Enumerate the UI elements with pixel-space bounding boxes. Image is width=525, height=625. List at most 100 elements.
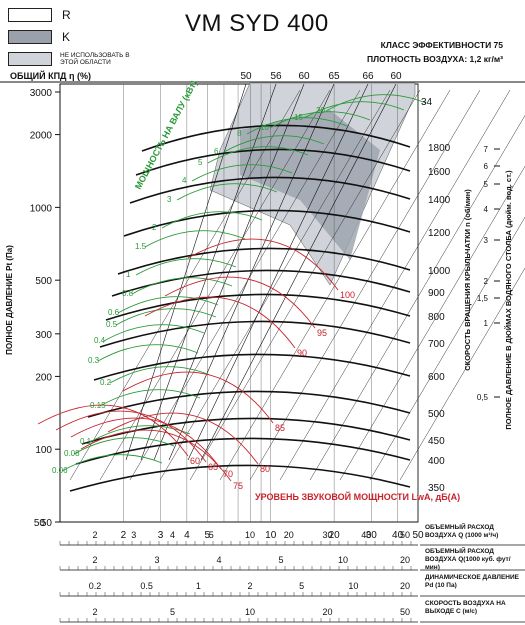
bottom-label-pd: ДИНАМИЧЕСКОЕ ДАВЛЕНИЕ Pd (10 Па) (425, 574, 519, 589)
sound-label: 80 (260, 464, 270, 474)
power-curve (325, 94, 427, 112)
power-label: 15 (294, 113, 303, 122)
efficiency-line (153, 83, 305, 461)
system-curve-line (279, 89, 511, 481)
inwg-tick-label: 7 (484, 145, 489, 154)
system-curve-line (369, 216, 525, 481)
rpm-curve (87, 390, 411, 418)
power-label: 3 (167, 195, 172, 204)
rpm-label: 600 (428, 372, 445, 383)
x-tick-label: 3 (158, 530, 164, 541)
bottom-scale-label: 5 (209, 530, 214, 540)
y-min-label: 50 (34, 518, 46, 529)
power-curve (109, 366, 211, 384)
efficiency-line (187, 83, 369, 461)
inwg-tick-label: 6 (484, 162, 489, 171)
bottom-scale-label: 1 (196, 581, 201, 591)
bottom-scales: 2 3 4 5 10 20 30 40 502 3 4 5 10 200.2 0.5 1 2 5 10 202 5 10 2… (59, 530, 525, 623)
power-label: 0.1 (80, 437, 92, 446)
page-title: VM SYD 400 (185, 10, 329, 37)
efficiency-line (125, 83, 247, 461)
bottom-scale-label: 2 (92, 530, 97, 540)
rpm-label: 1600 (428, 167, 451, 178)
rpm-label: 900 (428, 288, 445, 299)
efficiency-line (200, 83, 397, 461)
system-curve-line (219, 89, 451, 481)
bottom-label-q-cfm: ОБЪЕМНЫЙ РАСХОД ВОЗДУХА Q(1000 куб. фут/… (425, 548, 511, 571)
y-tick-label: 500 (35, 276, 52, 287)
system-curve-line (69, 89, 301, 481)
x-tick-label: 40 (392, 530, 404, 541)
bottom-scale-label: 0.5 (140, 581, 153, 591)
efficiency-label: 56 (270, 71, 282, 82)
y-tick-label: 1000 (30, 203, 53, 214)
efficiency-label: 60 (390, 71, 402, 82)
system-curve-line (189, 89, 421, 481)
system-curve-line (399, 267, 525, 481)
efficiency-line (140, 83, 277, 461)
rpm-axis-label: СКОРОСТЬ ВРАЩЕНИЯ КРЫЛЬЧАТКИ n (об/мин) (463, 189, 472, 371)
power-curve (97, 344, 199, 362)
x-tick-label: 20 (329, 530, 341, 541)
power-label: 2 (152, 223, 157, 232)
power-label: 1.5 (135, 242, 147, 251)
bottom-scale-label: 10 (245, 607, 255, 617)
bottom-scale-label: 4 (170, 530, 175, 540)
sound-curve (80, 429, 232, 482)
inwg-tick-label: 4 (484, 205, 489, 214)
grid-lines (69, 84, 525, 522)
legend-item-k: K (8, 30, 70, 44)
efficiency-label: 65 (328, 71, 340, 82)
power-curve (103, 324, 205, 342)
inwg-tick-label: 2 (484, 277, 489, 286)
power-label: 0.8 (122, 289, 134, 298)
sound-curve (55, 410, 207, 463)
power-label: 0.15 (90, 401, 106, 410)
system-curve-line (339, 165, 525, 481)
power-curve (303, 101, 405, 119)
rpm-label: 400 (428, 456, 445, 467)
x-tick-label: 10 (265, 530, 277, 541)
sound-label: 100 (340, 290, 355, 300)
rpm-curve (141, 124, 411, 152)
system-curve-line (129, 89, 361, 481)
x-tick-label: 50 (412, 530, 424, 541)
bottom-scale-label: 30 (322, 530, 332, 540)
rpm-curves (69, 124, 411, 492)
rpm-curve (99, 320, 411, 348)
power-label: 0.3 (88, 356, 100, 365)
efficiency-label: 60 (298, 71, 310, 82)
power-curve (207, 146, 309, 164)
power-curve (61, 454, 163, 472)
x-tick-label: 5 (205, 530, 211, 541)
system-curve-line (309, 114, 525, 481)
power-curve (176, 183, 278, 201)
power-label: 5 (198, 158, 203, 167)
bottom-scale-label: 10 (338, 555, 348, 565)
bottom-scale-label: 3 (154, 555, 159, 565)
x-tick-label: 4 (184, 530, 190, 541)
power-curve (191, 164, 293, 182)
sound-label: 95 (317, 328, 327, 338)
air-density: ПЛОТНОСТЬ ВОЗДУХА: 1,2 кг/м³ (367, 54, 503, 64)
legend-swatch-avoid (8, 52, 52, 66)
efficiency-label: 50 (240, 71, 252, 82)
efficiency-class: КЛАСС ЭФФЕКТИВНОСТИ 75 (380, 40, 503, 50)
power-label: 0.2 (100, 378, 112, 387)
bottom-scale-label: 2 (92, 555, 97, 565)
power-label: 1 (126, 270, 131, 279)
inwg-tick-label: 1 (484, 319, 489, 328)
bottom-scale-label: 5 (278, 555, 283, 565)
rpm-curve (75, 437, 411, 465)
y-tick-label: 2000 (30, 131, 53, 142)
rpm-label: 500 (428, 409, 445, 420)
efficiency-line (168, 83, 335, 461)
bottom-scale-label: 0.2 (89, 581, 102, 591)
power-label: 0.08 (64, 449, 80, 458)
inwg-tick-label: 0,5 (477, 393, 489, 402)
bottom-scale-label: 20 (400, 581, 410, 591)
bottom-scale-label: 5 (299, 581, 304, 591)
sound-curve (187, 238, 339, 291)
system-curve-line (249, 89, 481, 481)
y-tick-label: 3000 (30, 88, 53, 99)
